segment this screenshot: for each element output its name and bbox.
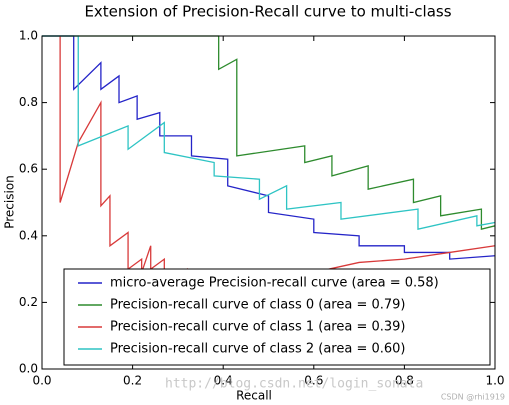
y-tick-label: 0.8: [19, 95, 38, 109]
legend-label: Precision-recall curve of class 2 (area …: [110, 342, 405, 357]
series-line: [42, 35, 496, 230]
x-tick-label: 0.6: [304, 374, 323, 388]
y-tick-label: 0.4: [19, 228, 38, 242]
x-tick-label: 0.8: [395, 374, 414, 388]
legend-label: micro-average Precision-recall curve (ar…: [110, 276, 439, 291]
watermark: CSDN @rhi1919: [441, 393, 505, 402]
legend-label: Precision-recall curve of class 0 (area …: [110, 298, 405, 313]
x-tick-label: 0.0: [32, 374, 51, 388]
series-line: [59, 36, 496, 297]
y-tick-label: 0.0: [19, 362, 38, 376]
series-line: [42, 35, 496, 230]
y-tick-label: 0.2: [19, 295, 38, 309]
legend-box: [63, 268, 491, 366]
x-tick-label: 0.2: [123, 374, 142, 388]
legend-label: Precision-recall curve of class 1 (area …: [110, 320, 405, 335]
y-tick-label: 0.6: [19, 162, 38, 176]
y-tick-label: 1.0: [19, 29, 38, 43]
plot-frame: [41, 35, 496, 370]
series-line: [42, 35, 496, 260]
x-axis-label: Recall: [236, 389, 272, 403]
x-tick-label: 0.4: [214, 374, 233, 388]
y-axis-label: Precision: [3, 175, 17, 229]
watermark: http://blog.csdn.net/login_sonata: [165, 377, 423, 392]
x-tick-label: 1.0: [485, 374, 504, 388]
chart-title: Extension of Precision-Recall curve to m…: [84, 3, 451, 21]
